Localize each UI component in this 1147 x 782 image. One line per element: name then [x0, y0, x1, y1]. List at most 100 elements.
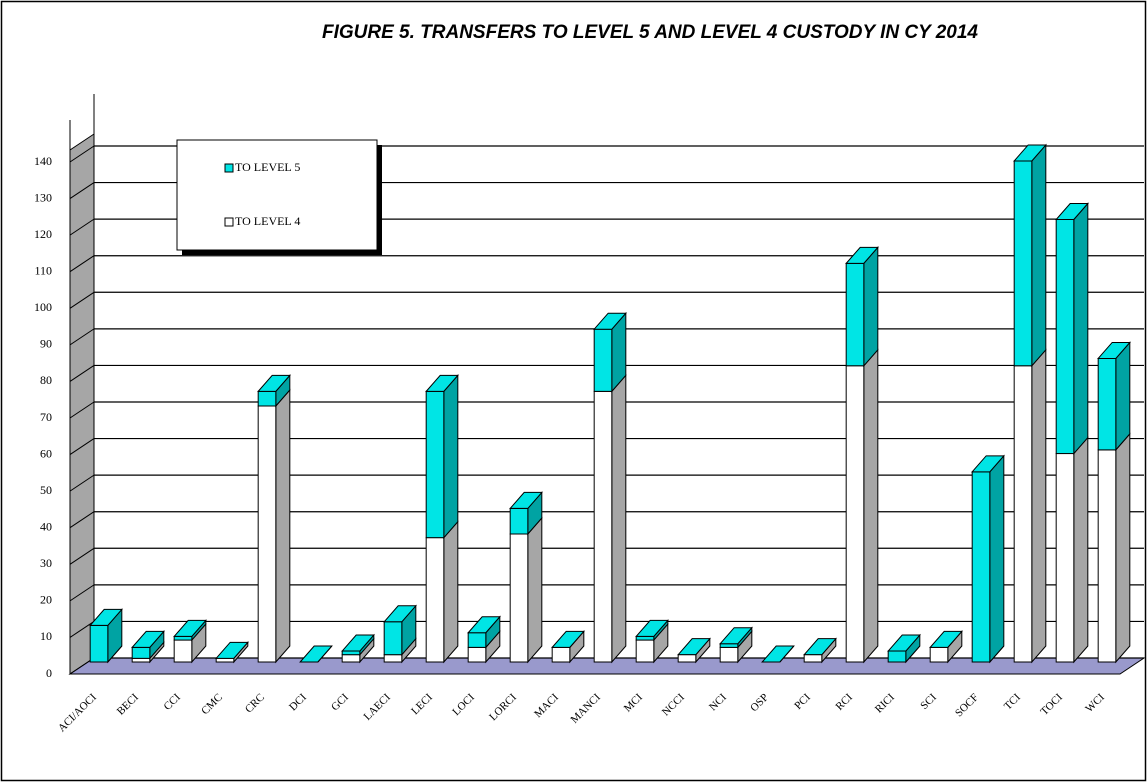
bar-top	[215, 641, 249, 659]
bar	[845, 262, 865, 367]
bar-top	[173, 619, 207, 637]
bar	[467, 646, 487, 663]
y-tick-label: 10	[40, 629, 52, 643]
wall-grid-line	[69, 291, 95, 309]
y-tick-label: 110	[34, 263, 52, 277]
bar	[383, 654, 403, 663]
bar	[887, 650, 907, 663]
bar	[425, 537, 445, 663]
bar-top	[425, 374, 459, 392]
bar	[1013, 160, 1033, 367]
bar	[383, 621, 403, 656]
bar-top	[1013, 144, 1047, 162]
bar	[467, 632, 487, 648]
bar-top	[761, 645, 795, 663]
wall-grid-line	[69, 218, 95, 236]
bar-top	[593, 312, 627, 330]
bar-side	[989, 454, 1005, 664]
bar-side	[863, 246, 879, 368]
bar	[1055, 218, 1075, 455]
y-tick-label: 0	[46, 666, 52, 680]
bar-top	[467, 616, 501, 634]
legend	[176, 139, 378, 251]
bar	[173, 639, 193, 663]
bar-side	[863, 348, 879, 664]
bar-top	[509, 491, 543, 509]
wall-grid-line	[69, 621, 95, 638]
chart-title: FIGURE 5. TRANSFERS TO LEVEL 5 AND LEVEL…	[321, 22, 979, 43]
legend-swatch	[224, 217, 234, 227]
bar-top	[341, 634, 375, 652]
y-tick-label: 20	[40, 593, 52, 607]
bar-side	[527, 516, 543, 664]
wall-grid-line	[69, 584, 95, 602]
bar	[257, 405, 277, 663]
y-tick-label: 70	[40, 410, 52, 424]
bar	[131, 646, 151, 659]
bar	[131, 657, 151, 663]
y-tick-label: 140	[34, 154, 52, 168]
y-tick-label: 40	[40, 519, 52, 533]
bar-side	[1073, 436, 1089, 664]
bar	[677, 654, 697, 663]
wall-grid-line	[69, 365, 95, 382]
bar-top	[299, 645, 333, 663]
wall-grid-line	[69, 547, 95, 565]
bar-top	[719, 627, 753, 645]
bar-top	[257, 374, 291, 392]
y-tick-label: 80	[40, 373, 52, 387]
bar-top	[887, 634, 921, 652]
bar	[425, 390, 445, 539]
legend-swatch	[224, 163, 234, 173]
wall-grid-line	[69, 511, 95, 529]
bar	[341, 650, 361, 656]
bar	[803, 654, 823, 663]
wall-grid-line	[69, 401, 95, 419]
bar-side	[1115, 432, 1131, 664]
bar	[845, 365, 865, 663]
y-tick-label: 100	[34, 300, 52, 314]
bar	[89, 624, 109, 663]
bar-side	[443, 374, 459, 539]
y-tick-label: 120	[34, 227, 52, 241]
bar	[1013, 365, 1033, 663]
bar-top	[803, 638, 837, 656]
legend-label: TO LEVEL 5	[235, 160, 300, 174]
wall-grid-line	[69, 328, 95, 346]
bar	[341, 654, 361, 663]
bar	[551, 646, 571, 663]
bar-top	[1055, 202, 1089, 220]
bar-side	[1031, 348, 1047, 664]
bar-side	[443, 520, 459, 664]
bar-side	[611, 374, 627, 664]
bar	[173, 635, 193, 641]
y-tick-label: 130	[34, 190, 52, 204]
bar-top	[131, 630, 165, 648]
wall-grid-line	[69, 438, 95, 455]
bar	[593, 328, 613, 392]
bar-side	[1115, 341, 1131, 452]
bar	[635, 635, 655, 641]
bar-top	[635, 619, 669, 637]
bar	[1097, 449, 1117, 663]
bar	[719, 646, 739, 663]
bar-top	[89, 608, 123, 626]
wall-grid-line	[69, 145, 95, 163]
wall-grid-line	[69, 255, 95, 273]
bar	[719, 643, 739, 648]
bar	[971, 471, 991, 663]
bar-top	[845, 246, 879, 264]
bar-side	[1031, 143, 1047, 368]
bar	[257, 390, 277, 407]
bar-top	[551, 630, 585, 648]
bar	[635, 639, 655, 663]
bar-top	[677, 638, 711, 656]
bar-top	[1097, 341, 1131, 359]
bar	[1055, 453, 1075, 663]
bar	[1097, 357, 1117, 451]
y-tick-label: 60	[40, 446, 52, 460]
bar-top	[383, 605, 417, 623]
bar	[509, 507, 529, 535]
bar	[593, 390, 613, 663]
y-tick-label: 50	[40, 483, 52, 497]
